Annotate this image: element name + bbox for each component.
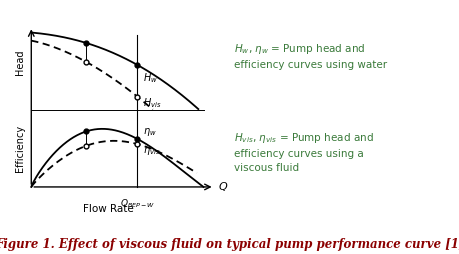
Text: $H_w$: $H_w$	[142, 71, 157, 85]
Text: Flow Rate: Flow Rate	[83, 204, 134, 214]
Text: Figure 1. Effect of viscous fluid on typical pump performance curve [1]: Figure 1. Effect of viscous fluid on typ…	[0, 239, 459, 251]
Text: $H_w$, $\eta_w$ = Pump head and
efficiency curves using water: $H_w$, $\eta_w$ = Pump head and efficien…	[234, 42, 386, 70]
Text: Head: Head	[15, 49, 25, 75]
Text: $H_{vis}$, $\eta_{vis}$ = Pump head and
efficiency curves using a
viscous fluid: $H_{vis}$, $\eta_{vis}$ = Pump head and …	[234, 131, 373, 173]
Text: $\eta_w$: $\eta_w$	[142, 126, 156, 138]
Text: $H_{vis}$: $H_{vis}$	[142, 97, 161, 110]
Text: $Q_{BEP-W}$: $Q_{BEP-W}$	[119, 197, 155, 210]
Text: $\eta_{vis}$: $\eta_{vis}$	[142, 145, 160, 157]
Text: Q: Q	[218, 182, 227, 192]
Text: Efficiency: Efficiency	[15, 125, 25, 172]
